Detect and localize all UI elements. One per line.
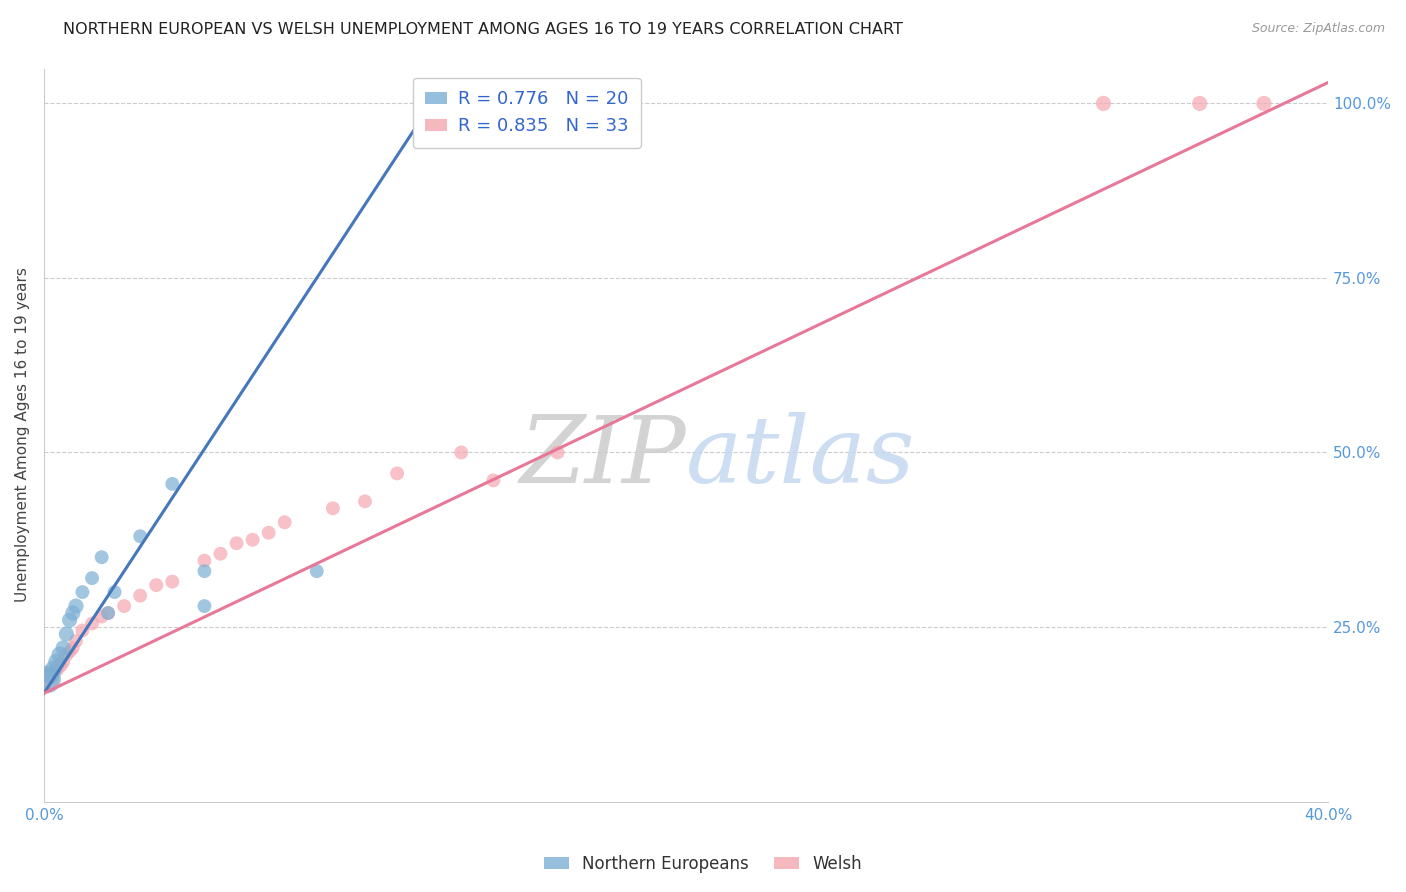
Point bbox=[242, 533, 264, 547]
Point bbox=[305, 564, 328, 578]
Point bbox=[90, 609, 112, 624]
Point bbox=[62, 640, 84, 655]
Point bbox=[49, 658, 72, 673]
Point bbox=[193, 599, 215, 613]
Point bbox=[72, 624, 94, 638]
Text: Source: ZipAtlas.com: Source: ZipAtlas.com bbox=[1251, 22, 1385, 36]
Point bbox=[129, 529, 152, 543]
Point bbox=[65, 634, 87, 648]
Point bbox=[35, 673, 58, 687]
Point bbox=[90, 550, 112, 565]
Point bbox=[145, 578, 167, 592]
Point bbox=[1092, 96, 1115, 111]
Point bbox=[42, 662, 65, 676]
Point bbox=[35, 673, 58, 687]
Text: ZIP: ZIP bbox=[519, 412, 686, 502]
Point bbox=[39, 669, 62, 683]
Point bbox=[103, 585, 125, 599]
Point bbox=[49, 648, 72, 662]
Text: NORTHERN EUROPEAN VS WELSH UNEMPLOYMENT AMONG AGES 16 TO 19 YEARS CORRELATION CH: NORTHERN EUROPEAN VS WELSH UNEMPLOYMENT … bbox=[63, 22, 903, 37]
Legend: R = 0.776   N = 20, R = 0.835   N = 33: R = 0.776 N = 20, R = 0.835 N = 33 bbox=[412, 78, 641, 148]
Y-axis label: Unemployment Among Ages 16 to 19 years: Unemployment Among Ages 16 to 19 years bbox=[15, 268, 30, 602]
Point bbox=[322, 501, 344, 516]
Point bbox=[209, 547, 232, 561]
Point bbox=[225, 536, 247, 550]
Text: atlas: atlas bbox=[686, 412, 915, 502]
Point bbox=[193, 564, 215, 578]
Point bbox=[45, 662, 67, 676]
Point bbox=[52, 655, 75, 669]
Point bbox=[58, 644, 80, 658]
Point bbox=[97, 606, 120, 620]
Point bbox=[273, 516, 295, 530]
Point bbox=[62, 606, 84, 620]
Point bbox=[52, 640, 75, 655]
Point bbox=[193, 554, 215, 568]
Point bbox=[385, 467, 408, 481]
Point bbox=[547, 445, 569, 459]
Point bbox=[55, 648, 77, 662]
Point bbox=[45, 655, 67, 669]
Point bbox=[58, 613, 80, 627]
Point bbox=[65, 599, 87, 613]
Point bbox=[482, 474, 505, 488]
Point bbox=[42, 665, 65, 680]
Point bbox=[162, 574, 184, 589]
Point bbox=[162, 476, 184, 491]
Point bbox=[257, 525, 280, 540]
Point bbox=[1253, 96, 1275, 111]
Point bbox=[80, 571, 103, 585]
Point bbox=[1188, 96, 1211, 111]
Point bbox=[354, 494, 377, 508]
Point bbox=[129, 589, 152, 603]
Point bbox=[97, 606, 120, 620]
Point bbox=[80, 616, 103, 631]
Point bbox=[450, 445, 472, 459]
Legend: Northern Europeans, Welsh: Northern Europeans, Welsh bbox=[537, 848, 869, 880]
Point bbox=[72, 585, 94, 599]
Point bbox=[39, 669, 62, 683]
Point bbox=[55, 627, 77, 641]
Point bbox=[112, 599, 135, 613]
